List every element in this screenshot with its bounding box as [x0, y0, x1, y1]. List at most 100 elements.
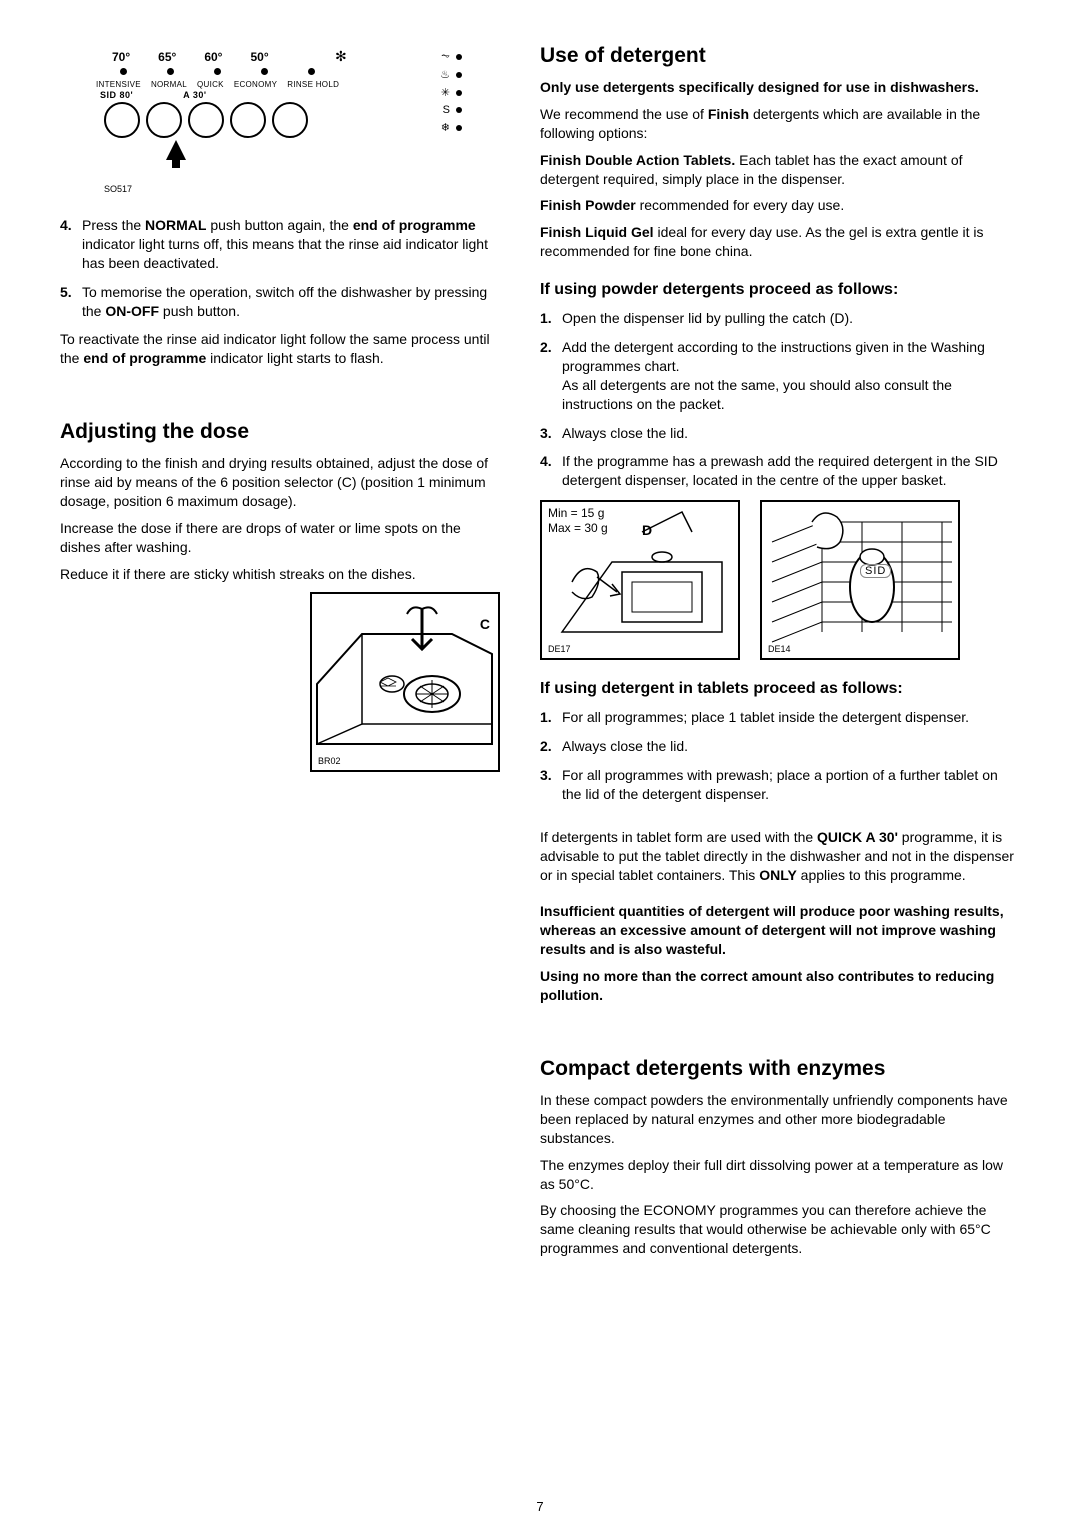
panel-button-quick	[188, 102, 224, 138]
text-bold: Finish Liquid Gel	[540, 224, 654, 240]
text-bold: NORMAL	[145, 217, 206, 233]
panel-temp: 65°	[158, 50, 176, 64]
figure-code: BR02	[318, 756, 341, 766]
adjust-p3: Reduce it if there are sticky whitish st…	[60, 565, 500, 584]
status-icon: S	[443, 104, 450, 116]
text: For all programmes; place 1 tablet insid…	[562, 709, 969, 725]
recommend-paragraph: We recommend the use of Finish detergent…	[540, 105, 1020, 143]
text-bold: end of programme	[83, 350, 206, 366]
text: applies to this programme.	[797, 867, 966, 883]
panel-button-normal	[146, 102, 182, 138]
dispenser-figure: Min = 15 g Max = 30 g D DE17	[540, 500, 740, 660]
text: For all programmes with prewash; place a…	[562, 767, 998, 802]
finish-gel-paragraph: Finish Liquid Gel ideal for every day us…	[540, 223, 1020, 261]
panel-button-economy	[230, 102, 266, 138]
figure-code: DE14	[768, 644, 791, 654]
tablet-step-3: 3.For all programmes with prewash; place…	[540, 766, 1020, 804]
compact-detergents-heading: Compact detergents with enzymes	[540, 1057, 1020, 1081]
min-max-label: Min = 15 g Max = 30 g	[548, 506, 608, 535]
status-icon: ❄	[441, 121, 450, 134]
figure-code: SO517	[104, 184, 132, 194]
sid-label: SID	[860, 564, 891, 578]
reactivate-paragraph: To reactivate the rinse aid indicator li…	[60, 330, 500, 368]
arrow-up-icon	[166, 140, 186, 160]
text: Open the dispenser lid by pulling the ca…	[562, 310, 853, 326]
insufficient-warning: Insufficient quantities of detergent wil…	[540, 902, 1020, 959]
sid-svg	[762, 502, 958, 658]
status-icon: ⏦	[441, 50, 450, 63]
text: Add the detergent according to the instr…	[562, 339, 985, 412]
panel-button-intensive	[104, 102, 140, 138]
panel-dot	[261, 68, 268, 75]
text: Min = 15 g	[548, 506, 604, 520]
rinse-selector-figure: C BR02	[310, 592, 500, 772]
compact-p3: By choosing the ECONOMY programmes you c…	[540, 1201, 1020, 1258]
panel-dot	[120, 68, 127, 75]
steps-continued: 4. Press the NORMAL push button again, t…	[60, 216, 500, 320]
text: indicator light starts to flash.	[206, 350, 383, 366]
tablet-detergents-heading: If using detergent in tablets proceed as…	[540, 680, 1020, 698]
step-4: 4. Press the NORMAL push button again, t…	[60, 216, 500, 273]
text: Press the	[82, 217, 145, 233]
status-icon: ♨	[440, 68, 450, 81]
panel-label: RINSE HOLD	[287, 80, 339, 89]
powder-detergents-heading: If using powder detergents proceed as fo…	[540, 281, 1020, 299]
text: recommended for every day use.	[636, 197, 845, 213]
use-of-detergent-heading: Use of detergent	[540, 44, 1020, 68]
panel-label: INTENSIVE	[96, 80, 141, 89]
tablet-steps: 1.For all programmes; place 1 tablet ins…	[540, 708, 1020, 804]
panel-label: ECONOMY	[234, 80, 277, 89]
text: We recommend the use of	[540, 106, 708, 122]
status-dot	[456, 125, 462, 131]
finish-powder-paragraph: Finish Powder recommended for every day …	[540, 196, 1020, 215]
panel-button-rinsehold	[272, 102, 308, 138]
figure-label-d: D	[642, 522, 652, 538]
text: Always close the lid.	[562, 738, 688, 754]
text-bold: Finish Powder	[540, 197, 636, 213]
panel-label: NORMAL	[151, 80, 187, 89]
compact-p1: In these compact powders the environment…	[540, 1091, 1020, 1148]
powder-step-4: 4.If the programme has a prewash add the…	[540, 452, 1020, 490]
only-use-warning: Only use detergents specifically designe…	[540, 78, 1020, 97]
pollution-warning: Using no more than the correct amount al…	[540, 967, 1020, 1005]
status-dot	[456, 90, 462, 96]
control-panel-figure: 70° 65° 60° 50° ✻ INTENSIVE NORMAL QUICK…	[90, 40, 470, 170]
text: Max = 30 g	[548, 521, 608, 535]
text-bold: Finish Double Action Tablets.	[540, 152, 735, 168]
panel-temp: 50°	[250, 50, 268, 64]
powder-step-3: 3.Always close the lid.	[540, 424, 1020, 443]
panel-sid-label: A 30'	[183, 90, 206, 100]
figure-label-c: C	[480, 616, 490, 632]
text-bold: Finish	[708, 106, 749, 122]
arrow-stem	[172, 158, 180, 168]
panel-dot	[214, 68, 221, 75]
tablet-step-2: 2.Always close the lid.	[540, 737, 1020, 756]
text: indicator light turns off, this means th…	[82, 236, 488, 271]
status-dot	[456, 72, 462, 78]
tablet-step-1: 1.For all programmes; place 1 tablet ins…	[540, 708, 1020, 727]
panel-dot	[167, 68, 174, 75]
text: If the programme has a prewash add the r…	[562, 453, 998, 488]
adjust-p2: Increase the dose if there are drops of …	[60, 519, 500, 557]
text-bold: ON-OFF	[105, 303, 159, 319]
text: If detergents in tablet form are used wi…	[540, 829, 817, 845]
text: Always close the lid.	[562, 425, 688, 441]
text-bold: ONLY	[759, 867, 797, 883]
powder-step-1: 1.Open the dispenser lid by pulling the …	[540, 309, 1020, 328]
finish-tablets-paragraph: Finish Double Action Tablets. Each table…	[540, 151, 1020, 189]
status-icon: ✳	[441, 86, 450, 99]
panel-temp: 70°	[112, 50, 130, 64]
quick-programme-note: If detergents in tablet form are used wi…	[540, 828, 1020, 885]
powder-step-2: 2.Add the detergent according to the ins…	[540, 338, 1020, 414]
panel-sid-label: SID 80'	[100, 90, 133, 100]
text: push button.	[159, 303, 240, 319]
page-number: 7	[536, 1499, 543, 1514]
adjusting-dose-heading: Adjusting the dose	[60, 420, 500, 444]
rinse-selector-svg	[312, 594, 498, 770]
status-dot	[456, 54, 462, 60]
sid-dispenser-figure: SID DE14	[760, 500, 960, 660]
panel-temp: 60°	[204, 50, 222, 64]
panel-dot	[308, 68, 315, 75]
panel-label: QUICK	[197, 80, 224, 89]
status-dot	[456, 107, 462, 113]
